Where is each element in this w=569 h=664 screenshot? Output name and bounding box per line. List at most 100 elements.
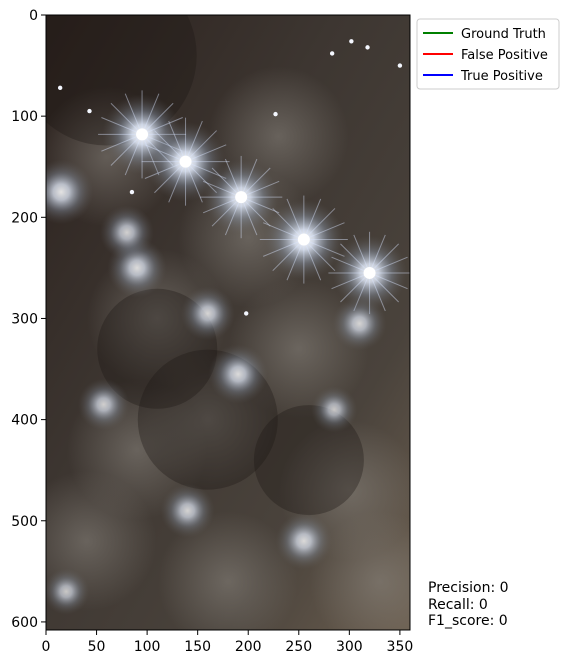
x-tick-label: 350 — [387, 639, 414, 655]
image-light-ray — [144, 144, 186, 163]
metrics-text: Precision: 0 Recall: 0 F1_score: 0 — [428, 580, 509, 629]
image-bright-spot — [275, 512, 333, 570]
image-light-ray — [202, 180, 242, 198]
image-light-ray — [240, 196, 258, 236]
image-light-ray — [185, 130, 218, 163]
y-tick-label: 100 — [11, 109, 38, 125]
x-tick-label: 100 — [134, 639, 161, 655]
image-light-ray — [240, 167, 271, 198]
image-light-ray — [154, 130, 186, 163]
legend-box — [416, 18, 560, 90]
satellite-image — [46, 15, 410, 630]
image-bright-spots-layer — [46, 90, 410, 615]
image-light-ray — [286, 239, 305, 281]
image-light-ray — [101, 117, 143, 135]
image-light-ray — [369, 243, 400, 274]
y-tick-label: 300 — [11, 311, 38, 327]
image-small-light — [57, 85, 63, 91]
image-light-ray — [369, 234, 386, 274]
image-light-ray — [303, 222, 345, 241]
image-bright-spot — [208, 344, 268, 404]
image-light-ray — [353, 234, 371, 274]
image-light-ray — [286, 198, 305, 240]
image-light-ray — [202, 196, 242, 214]
image-light-ray — [340, 272, 370, 303]
image-light-ray — [240, 196, 280, 214]
y-tick-label: 200 — [11, 210, 38, 226]
metric-f1-score: F1_score: 0 — [428, 613, 508, 629]
image-light-ray — [262, 239, 305, 257]
image-shadow-patch — [253, 405, 364, 516]
image-light-ray — [211, 167, 242, 198]
image-light-ray — [141, 117, 183, 135]
y-tick-label: 400 — [11, 413, 38, 429]
image-small-light — [397, 63, 403, 68]
image-small-light — [87, 108, 92, 114]
image-light-ray — [240, 196, 271, 227]
image-bright-spot — [46, 159, 94, 225]
x-tick-label: 150 — [184, 639, 211, 655]
plot-frame — [45, 14, 411, 631]
image-light-ray — [185, 120, 203, 162]
image-haze-patch — [158, 511, 298, 630]
image-light-core — [363, 266, 376, 279]
image-light-ray — [340, 243, 370, 274]
image-light-ray — [110, 134, 143, 166]
image-light-ray — [369, 272, 400, 303]
image-small-light — [329, 51, 335, 56]
image-bright-spot — [99, 205, 154, 260]
image-small-light — [129, 189, 135, 195]
image-haze-patch — [309, 511, 410, 630]
y-tick-label: 500 — [11, 514, 38, 530]
legend-label-true-positive: True Positive — [460, 69, 543, 84]
image-light-ray — [141, 102, 174, 135]
image-light-ray — [110, 102, 143, 135]
image-light-ray — [185, 161, 203, 203]
image-light-ray — [124, 134, 143, 176]
image-light-core — [179, 155, 192, 168]
x-tick-label: 200 — [235, 639, 262, 655]
image-light-ray — [211, 196, 242, 227]
metric-precision: Precision: 0 — [428, 580, 509, 596]
image-light-ray — [224, 158, 242, 198]
image-light-ray — [101, 133, 143, 152]
y-tick-label: 0 — [29, 8, 38, 24]
y-axis: 0 100 200 300 400 500 600 — [11, 8, 46, 631]
image-bright-spot — [311, 386, 358, 433]
image-light-ray — [124, 93, 143, 135]
image-light-ray — [303, 239, 322, 281]
image-small-lights-layer — [57, 39, 403, 316]
image-light-ray — [303, 208, 336, 240]
image-bright-spot — [180, 286, 235, 341]
image-light-ray — [240, 158, 258, 198]
x-tick-label: 50 — [88, 639, 106, 655]
image-bright-spot — [332, 296, 387, 351]
image-bright-spot — [46, 568, 90, 615]
image-light-ray — [185, 144, 227, 163]
image-light-core — [136, 128, 149, 141]
image-light-ray — [141, 93, 160, 135]
image-light-ray — [272, 208, 305, 240]
image-light-ray — [272, 239, 305, 272]
image-light-ray — [168, 161, 186, 203]
metric-recall: Recall: 0 — [428, 597, 488, 613]
x-tick-label: 300 — [336, 639, 363, 655]
legend-label-ground-truth: Ground Truth — [461, 27, 546, 42]
image-bright-spot — [160, 483, 215, 538]
image-light-ray — [369, 256, 408, 274]
image-small-light — [349, 39, 354, 44]
legend-label-false-positive: False Positive — [461, 48, 548, 63]
image-light-ray — [369, 272, 408, 290]
image-light-ray — [369, 272, 386, 312]
image-bright-spot — [77, 378, 130, 431]
image-light-ray — [154, 161, 186, 194]
image-light-ray — [331, 272, 370, 290]
image-small-light — [244, 311, 249, 316]
image-light-ray — [144, 161, 186, 179]
image-light-ray — [262, 222, 305, 241]
x-tick-label: 0 — [42, 639, 51, 655]
x-tick-label: 250 — [285, 639, 312, 655]
image-light-core — [235, 191, 248, 204]
image-light-ray — [303, 198, 322, 240]
